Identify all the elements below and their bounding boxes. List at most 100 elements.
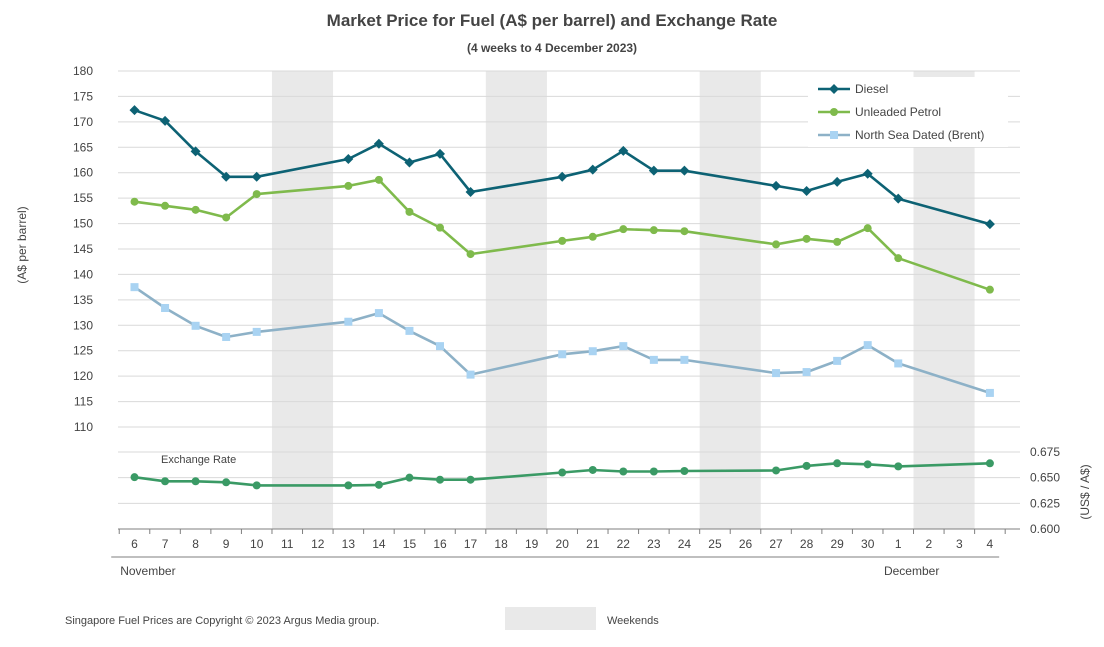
series-unleaded-petrol [130, 175, 994, 294]
data-point-diesel [373, 138, 384, 149]
data-point-north-sea-dated-brent [619, 342, 628, 351]
data-point-exchange-rate [436, 475, 444, 484]
data-point-north-sea-dated-brent [588, 347, 597, 356]
data-point-north-sea-dated-brent [833, 356, 842, 365]
data-point-diesel [801, 186, 812, 197]
data-point-unleaded-petrol [802, 234, 811, 243]
data-point-exchange-rate [619, 467, 628, 476]
x-tick-label: 19 [525, 537, 539, 551]
x-tick-label: 6 [131, 537, 138, 551]
x-tick-label: 14 [372, 537, 386, 551]
data-point-exchange-rate [344, 481, 353, 490]
data-point-exchange-rate [466, 475, 475, 484]
month-label: December [884, 564, 939, 578]
data-point-north-sea-dated-brent [558, 350, 567, 359]
data-point-north-sea-dated-brent [894, 359, 903, 368]
x-tick-label: 9 [223, 537, 230, 551]
y-tick-label: 135 [73, 293, 93, 307]
x-tick-label: 13 [342, 537, 356, 551]
data-point-north-sea-dated-brent [863, 341, 872, 350]
x-tick-label: 12 [311, 537, 325, 551]
data-point-unleaded-petrol [863, 224, 872, 233]
x-tick-label: 20 [556, 537, 570, 551]
x-tick-label: 26 [739, 537, 753, 551]
data-point-north-sea-dated-brent [222, 332, 231, 341]
y-tick-label: 140 [73, 267, 93, 281]
data-point-north-sea-dated-brent [374, 309, 383, 318]
data-point-unleaded-petrol [680, 227, 689, 236]
x-tick-label: 25 [708, 537, 722, 551]
exchange-rate-label: Exchange Rate [161, 454, 236, 466]
data-point-unleaded-petrol [436, 223, 444, 232]
data-point-unleaded-petrol [405, 207, 414, 216]
month-labels: November December [111, 556, 1000, 578]
data-point-exchange-rate [222, 478, 231, 487]
data-point-north-sea-dated-brent [130, 283, 139, 292]
data-point-diesel [587, 164, 598, 175]
x-tick-label: 29 [830, 537, 844, 551]
series-diesel [129, 105, 995, 230]
x-tick-label: 17 [464, 537, 478, 551]
data-point-diesel [221, 171, 232, 182]
x-tick-label: 24 [678, 537, 692, 551]
y-tick-label-right: 0.625 [1030, 496, 1060, 510]
data-point-exchange-rate [649, 467, 658, 476]
y-tick-label: 160 [73, 166, 93, 180]
y-tick-label: 120 [73, 369, 93, 383]
data-point-unleaded-petrol [588, 232, 597, 241]
data-point-unleaded-petrol [772, 240, 781, 249]
data-point-diesel [190, 146, 201, 157]
data-point-north-sea-dated-brent [405, 326, 414, 335]
data-point-exchange-rate [130, 473, 139, 482]
data-point-exchange-rate [894, 462, 903, 471]
data-point-diesel [129, 105, 140, 116]
x-tick-label: 4 [987, 537, 994, 551]
data-point-unleaded-petrol [558, 236, 567, 245]
x-tick-label: 18 [494, 537, 508, 551]
month-label: November [120, 564, 175, 578]
data-point-diesel [343, 153, 354, 164]
series-lines [129, 105, 995, 490]
data-point-diesel [251, 171, 262, 182]
y-tick-label: 165 [73, 140, 93, 154]
series-line-unleaded-petrol [134, 178, 991, 291]
data-point-unleaded-petrol [252, 190, 261, 199]
data-point-north-sea-dated-brent [985, 388, 994, 397]
chart-title: Market Price for Fuel (A$ per barrel) an… [327, 11, 778, 30]
y-tick-label: 180 [73, 64, 93, 78]
data-point-unleaded-petrol [466, 250, 475, 259]
y-tick-label: 155 [73, 191, 93, 205]
data-point-unleaded-petrol [344, 181, 353, 190]
y-tick-label-right: 0.650 [1030, 471, 1060, 485]
series-line-north-sea-dated-brent [133, 286, 991, 395]
y-tick-label: 175 [73, 89, 93, 103]
series-north-sea-dated-brent [130, 283, 994, 397]
data-point-exchange-rate [374, 480, 383, 489]
legend-label-diesel: Diesel [855, 82, 888, 96]
data-point-diesel [435, 148, 445, 159]
y-tick-label-right: 0.600 [1030, 522, 1060, 536]
data-point-exchange-rate [588, 465, 597, 474]
x-ticks: 6 7 8 9 10 11 12 13 14 15 16 17 18 19 20 21 22 23 24 25 26 27… [131, 537, 993, 551]
data-point-exchange-rate [161, 477, 170, 486]
data-point-diesel [984, 219, 995, 230]
data-point-diesel [771, 180, 782, 191]
data-point-unleaded-petrol [619, 225, 628, 234]
x-tick-label: 15 [403, 537, 417, 551]
data-point-exchange-rate [558, 468, 567, 477]
y-tick-label: 115 [74, 395, 93, 409]
y-axis-label-left: (A$ per barrel) [15, 206, 29, 283]
data-point-exchange-rate [772, 466, 781, 475]
data-point-unleaded-petrol [374, 175, 383, 184]
data-point-exchange-rate [252, 481, 261, 490]
data-point-exchange-rate [863, 460, 872, 469]
data-point-diesel [465, 187, 476, 198]
data-point-exchange-rate [405, 473, 414, 482]
y-tick-label: 125 [73, 344, 93, 358]
x-tick-label: 30 [861, 537, 875, 551]
y-axis-label-right: (US$ / A$) [1078, 464, 1092, 519]
legend-marker-diesel [829, 84, 839, 94]
x-tick-label: 28 [800, 537, 814, 551]
data-point-north-sea-dated-brent [772, 369, 781, 378]
